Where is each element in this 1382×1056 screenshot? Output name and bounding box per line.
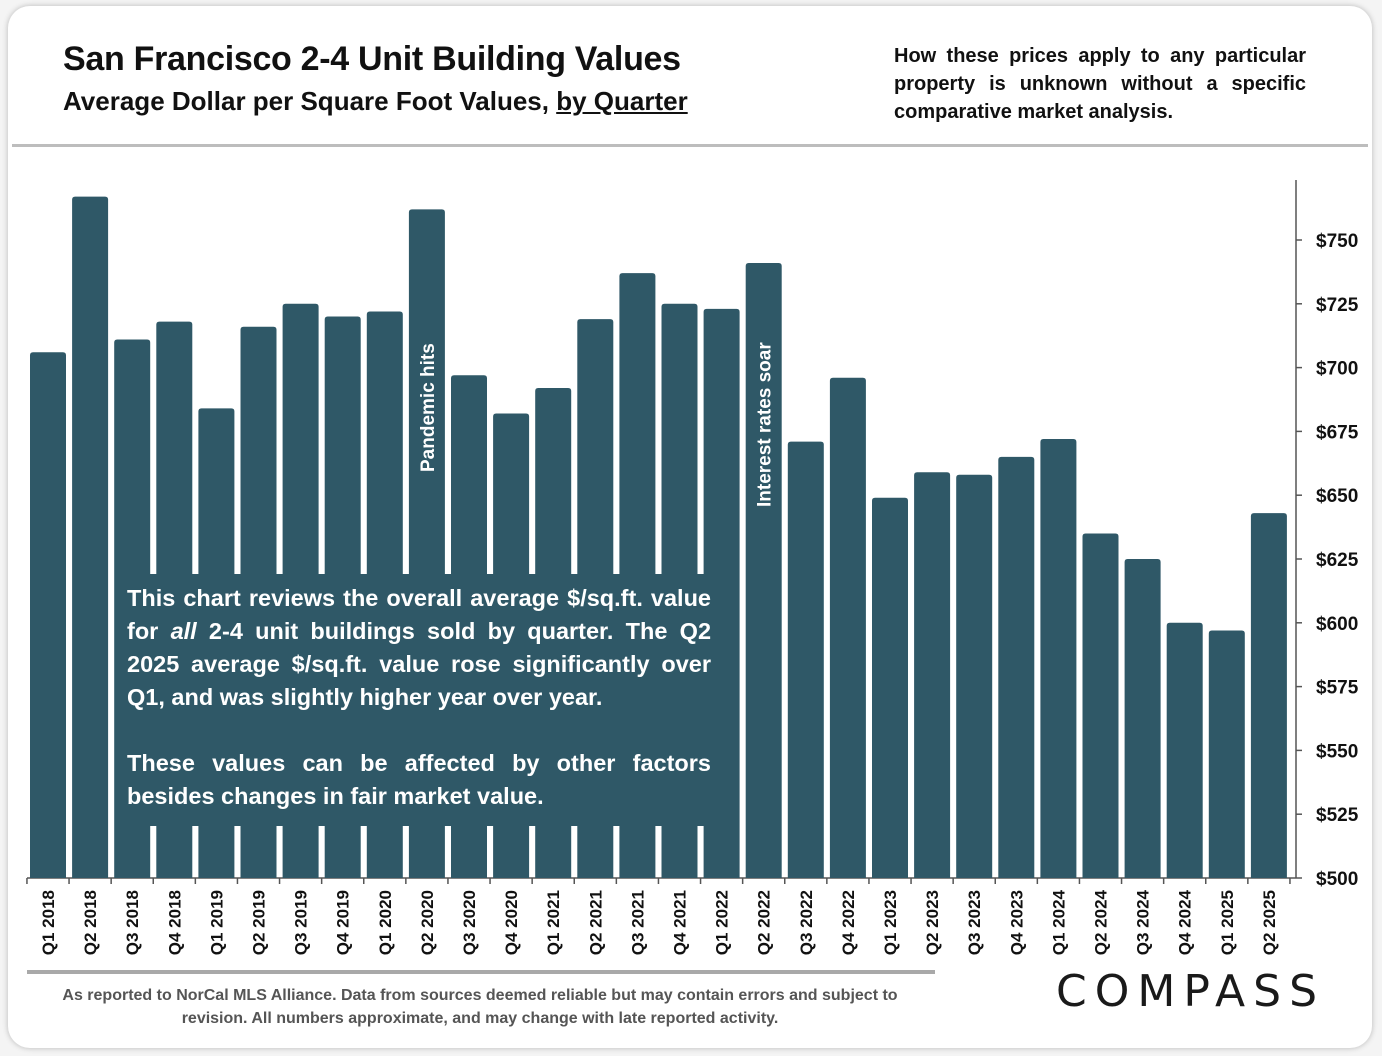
y-tick-label: $675 <box>1316 422 1359 443</box>
x-tick-label: Q1 2023 <box>881 890 900 955</box>
x-tick-label: Q2 2024 <box>1092 889 1111 955</box>
y-tick-label: $625 <box>1316 550 1359 571</box>
x-tick-label: Q3 2019 <box>292 890 311 955</box>
bar-annotation: Interest rates soar <box>755 342 776 507</box>
disclaimer-text: How these prices apply to any particular… <box>894 45 1306 123</box>
x-tick-label: Q3 2020 <box>460 890 479 955</box>
y-tick-label: $700 <box>1316 359 1358 380</box>
x-tick-label: Q3 2024 <box>1134 889 1153 955</box>
source-footnote: As reported to NorCal MLS Alliance. Data… <box>62 987 898 1027</box>
x-tick-label: Q4 2019 <box>334 890 353 955</box>
y-tick-label: $725 <box>1316 295 1359 316</box>
header-divider <box>12 144 1368 147</box>
bar <box>787 441 824 878</box>
bar <box>829 377 866 878</box>
x-tick-label: Q3 2022 <box>797 890 816 955</box>
x-tick-label: Q4 2022 <box>839 890 858 955</box>
bar <box>872 497 908 878</box>
x-tick-label: Q2 2021 <box>586 890 605 955</box>
y-tick-label: $750 <box>1316 231 1358 252</box>
bar-annotation: Pandemic hits <box>418 343 439 472</box>
note-p1-emphasis: all <box>170 618 197 644</box>
note-p1-start: This chart reviews the overall average $… <box>127 585 711 644</box>
y-tick-label: $575 <box>1316 678 1359 699</box>
bar <box>72 196 109 879</box>
y-tick-label: $650 <box>1316 486 1358 507</box>
bar <box>1040 439 1077 878</box>
x-tick-label: Q4 2023 <box>1007 890 1026 955</box>
x-tick-label: Q3 2021 <box>628 890 647 955</box>
x-tick-label: Q4 2020 <box>502 890 521 955</box>
bar <box>30 352 66 879</box>
bar <box>956 474 993 878</box>
x-tick-label: Q2 2022 <box>755 890 774 955</box>
chart-note-box: This chart reviews the overall average $… <box>115 574 727 826</box>
x-tick-label: Q1 2022 <box>713 890 732 955</box>
y-tick-label: $600 <box>1316 614 1358 635</box>
bar <box>998 456 1035 878</box>
x-tick-label: Q1 2025 <box>1218 890 1237 955</box>
subtitle-underlined-text: by Quarter <box>556 86 688 116</box>
x-tick-label: Q2 2025 <box>1260 890 1279 955</box>
x-tick-label: Q2 2019 <box>250 890 269 955</box>
x-tick-label: Q4 2024 <box>1176 889 1195 955</box>
subtitle-text: Average Dollar per Square Foot Values, <box>63 86 557 116</box>
x-tick-label: Q1 2020 <box>376 890 395 955</box>
bar <box>1082 533 1119 878</box>
y-tick-label: $525 <box>1316 805 1359 826</box>
compass-logo: COMPASS <box>1056 966 1325 1017</box>
chart-subtitle: Average Dollar per Square Foot Values, b… <box>63 86 688 117</box>
bar <box>745 262 782 878</box>
note-paragraph-1: This chart reviews the overall average $… <box>127 582 711 714</box>
x-tick-label: Q3 2018 <box>123 890 142 955</box>
footer-divider <box>27 970 935 974</box>
bar <box>1208 630 1245 878</box>
note-paragraph-2: These values can be affected by other fa… <box>127 750 711 809</box>
x-tick-label: Q4 2021 <box>671 890 690 955</box>
x-tick-label: Q1 2021 <box>544 890 563 955</box>
bar <box>914 472 951 878</box>
bar <box>1166 622 1203 878</box>
y-tick-label: $500 <box>1316 869 1358 890</box>
x-tick-label: Q1 2024 <box>1049 889 1068 955</box>
note-p1-end: 2-4 unit buildings sold by quarter. The … <box>127 618 712 710</box>
x-tick-label: Q2 2020 <box>418 890 437 955</box>
bar <box>1250 513 1287 878</box>
bar <box>1124 559 1161 878</box>
x-tick-label: Q4 2018 <box>165 890 184 955</box>
chart-title: San Francisco 2-4 Unit Building Values <box>63 40 681 78</box>
x-tick-label: Q2 2023 <box>923 890 942 955</box>
x-tick-label: Q1 2019 <box>207 890 226 955</box>
x-tick-label: Q3 2023 <box>965 890 984 955</box>
y-tick-label: $550 <box>1316 741 1358 762</box>
x-tick-label: Q1 2018 <box>39 890 58 955</box>
x-tick-label: Q2 2018 <box>81 890 100 955</box>
